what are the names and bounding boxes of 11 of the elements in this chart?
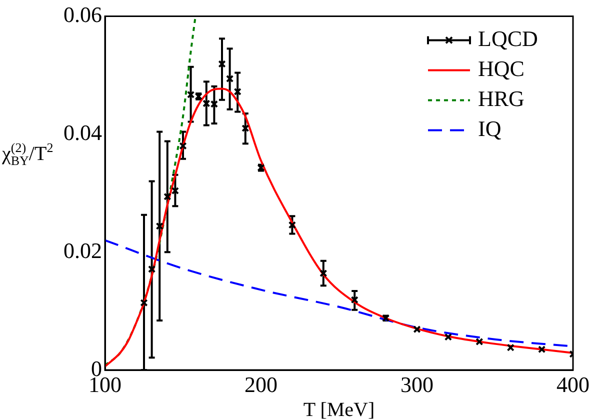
legend-label: HQC — [478, 56, 524, 81]
legend-label: LQCD — [478, 26, 538, 51]
x-tick-label: 300 — [400, 372, 434, 397]
legend-label: HRG — [478, 86, 525, 111]
legend-label: IQ — [478, 116, 502, 141]
y-tick-label: 0.06 — [64, 2, 102, 27]
x-tick-label: 200 — [244, 372, 278, 397]
y-tick-label: 0.04 — [64, 120, 102, 145]
y-tick-label: 0.02 — [64, 238, 102, 263]
x-tick-label: 400 — [556, 372, 590, 397]
x-axis-title: T [MeV] — [303, 399, 375, 419]
